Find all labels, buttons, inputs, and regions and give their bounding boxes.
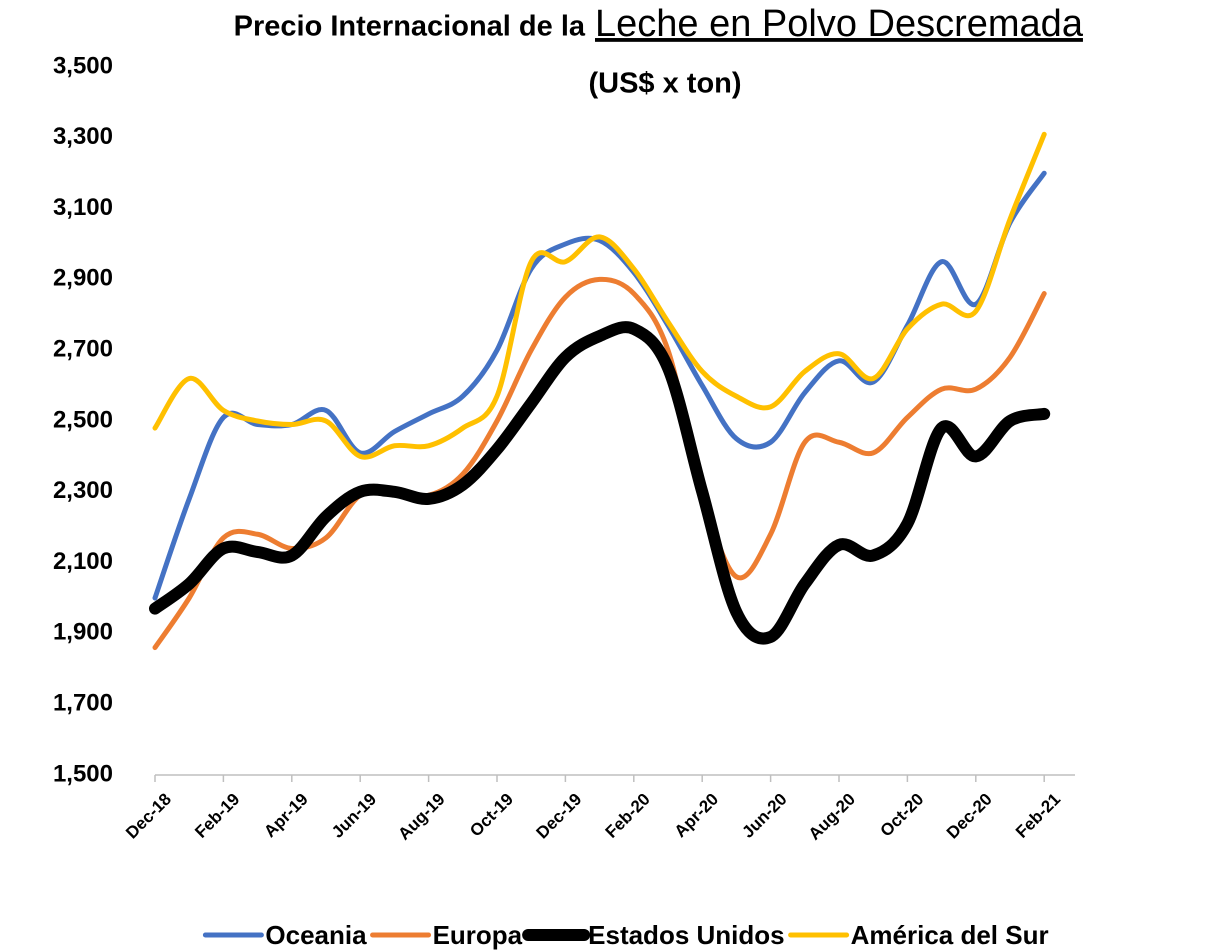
y-tick-label: 2,900 xyxy=(53,265,113,292)
x-tick-label: Aug-20 xyxy=(805,790,859,844)
line-series xyxy=(152,131,1047,460)
x-tick-label: Jun-19 xyxy=(328,790,380,842)
chart-title-emphasis: Leche en Polvo Descremada xyxy=(595,3,1084,45)
x-tick-label: Apr-20 xyxy=(671,790,723,842)
legend-label: Estados Unidos xyxy=(588,920,784,950)
x-tick-label: Dec-20 xyxy=(943,790,996,843)
y-tick-label: 2,500 xyxy=(53,406,113,433)
x-tick-label: Dec-19 xyxy=(533,790,586,843)
y-tick-label: 1,500 xyxy=(53,760,113,787)
x-tick-label: Feb-20 xyxy=(602,790,654,842)
x-tick-label: Aug-19 xyxy=(394,790,448,844)
y-tick-label: 3,300 xyxy=(53,123,113,150)
x-tick-label: Jun-20 xyxy=(738,790,790,842)
line-series xyxy=(149,321,1051,645)
y-tick-label: 1,900 xyxy=(53,619,113,646)
chart-subtitle: (US$ x ton) xyxy=(588,68,741,100)
legend: Oceania Europa Estados Unidos América del S… xyxy=(202,920,1049,950)
x-tick-label: Feb-19 xyxy=(191,790,243,842)
y-tick-label: 2,100 xyxy=(53,548,113,575)
legend-label: América del Sur xyxy=(851,920,1049,950)
x-tick-label: Oct-20 xyxy=(877,790,928,841)
y-tick-label: 3,500 xyxy=(53,52,113,79)
x-tick-label: Feb-21 xyxy=(1012,790,1064,842)
y-tick-label: 2,700 xyxy=(53,336,113,363)
legend-label: Oceania xyxy=(265,920,367,950)
x-tick-label: Dec-18 xyxy=(122,790,175,843)
legend-label: Europa xyxy=(433,920,523,950)
y-tick-label: 2,300 xyxy=(53,477,113,504)
x-tick-label: Apr-19 xyxy=(260,790,312,842)
y-tick-label: 1,700 xyxy=(53,690,113,717)
x-tick-label: Oct-19 xyxy=(466,790,517,841)
chart-title: Precio Internacional de la xyxy=(234,11,586,43)
y-tick-label: 3,100 xyxy=(53,194,113,221)
